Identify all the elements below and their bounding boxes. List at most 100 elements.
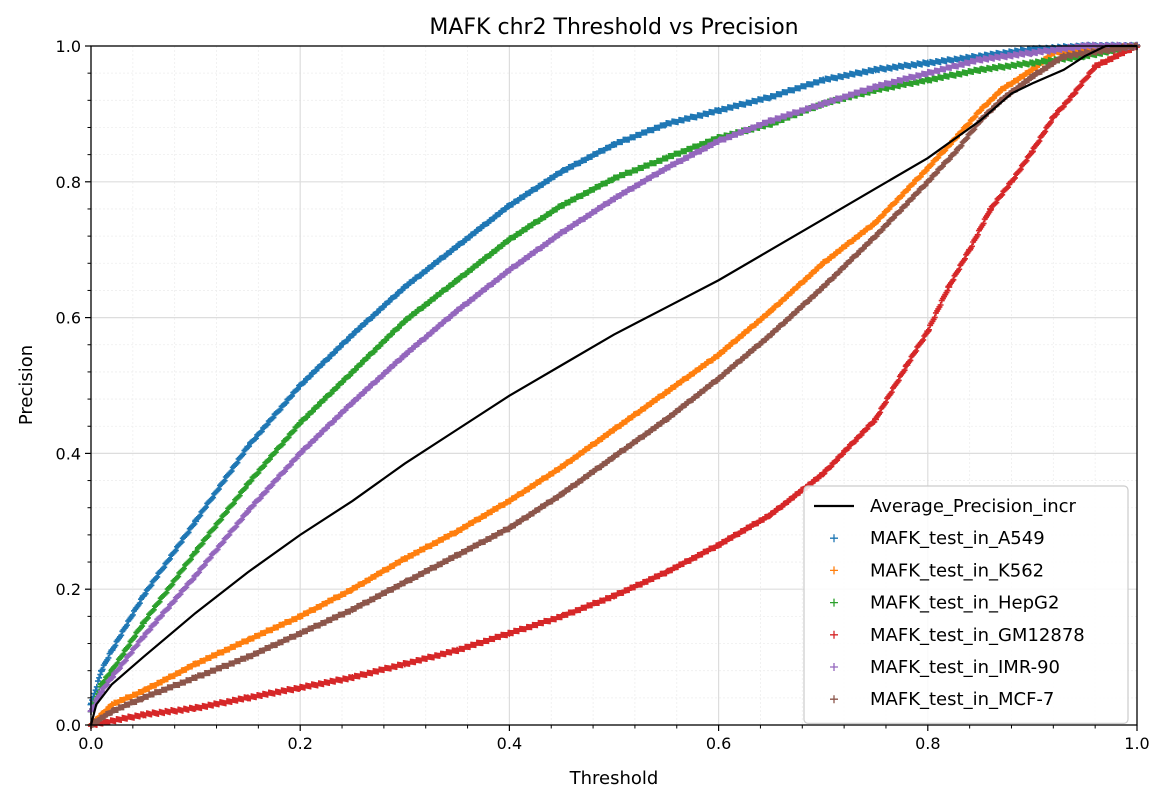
data-point [767, 511, 775, 519]
data-point [139, 694, 147, 702]
legend-marker-swatch [830, 566, 838, 575]
data-point [108, 673, 116, 681]
data-point [903, 361, 911, 369]
legend-label: Average_Precision_incr [870, 496, 1077, 517]
data-point [715, 107, 723, 115]
data-point [610, 140, 618, 148]
data-point [296, 419, 304, 427]
data-point [192, 548, 200, 556]
series-line-Average_Precision_incr [89, 44, 1137, 726]
data-point [976, 56, 984, 64]
data-point [453, 307, 461, 315]
data-point [662, 154, 670, 162]
data-point [296, 449, 304, 457]
data-point [924, 76, 932, 84]
data-point [97, 680, 105, 688]
data-point [767, 93, 775, 101]
data-point [401, 317, 409, 325]
data-point [558, 463, 566, 471]
data-point [558, 168, 566, 176]
data-point [1060, 52, 1068, 60]
data-point [244, 653, 252, 661]
legend-label: MAFK_test_in_K562 [870, 560, 1044, 581]
x-tick-label: 1.0 [1124, 734, 1149, 753]
data-point [108, 701, 116, 709]
data-point [244, 694, 252, 702]
data-point [139, 592, 147, 600]
data-point [715, 351, 723, 359]
data-point [819, 259, 827, 267]
legend-entry: MAFK_test_in_A549 [830, 528, 1045, 549]
legend-marker-swatch [830, 534, 838, 543]
data-point [505, 524, 513, 532]
legend-entry: MAFK_test_in_K562 [830, 560, 1044, 581]
y-tick-label: 0.6 [56, 309, 81, 328]
data-point [401, 283, 409, 291]
y-axis-label: Precision [16, 345, 37, 425]
data-point [872, 66, 879, 74]
data-point [945, 283, 953, 291]
data-point [505, 266, 513, 274]
data-point [1070, 90, 1078, 98]
y-tick-label: 0.0 [56, 716, 81, 735]
data-point [872, 219, 879, 227]
series-MAFK_test_in_IMR-90 [87, 41, 1141, 715]
data-point [997, 86, 1005, 94]
data-point [819, 76, 827, 84]
data-point [192, 572, 200, 580]
data-point [558, 229, 566, 237]
data-point [987, 205, 995, 213]
legend-label: MAFK_test_in_A549 [870, 528, 1045, 549]
data-point [610, 453, 618, 461]
data-point [976, 107, 984, 115]
y-tick-label: 0.2 [56, 580, 81, 599]
data-point [610, 426, 618, 434]
x-tick-label: 0.4 [497, 734, 522, 753]
data-point [139, 711, 147, 719]
data-point [558, 202, 566, 210]
data-point [662, 164, 670, 172]
legend-label: MAFK_test_in_HepG2 [870, 593, 1059, 614]
data-point [872, 83, 879, 91]
data-point [349, 368, 356, 376]
data-point [976, 66, 984, 74]
x-tick-label: 0.8 [915, 734, 940, 753]
data-point [662, 568, 670, 576]
data-point [244, 636, 252, 644]
legend-marker-swatch [830, 630, 838, 639]
data-point [453, 527, 461, 535]
data-point [108, 707, 116, 715]
data-point [349, 585, 356, 593]
data-point [1028, 73, 1036, 81]
data-point [924, 69, 932, 77]
x-tick-label: 0.2 [287, 734, 312, 753]
legend-entry: MAFK_test_in_GM12878 [830, 625, 1085, 646]
data-point [819, 100, 827, 108]
data-point [924, 178, 932, 186]
legend-box [803, 485, 1129, 724]
legend-marker-swatch [830, 695, 838, 704]
data-point [662, 120, 670, 128]
data-point [1028, 49, 1036, 57]
data-point [610, 592, 618, 600]
data-point [296, 382, 304, 389]
data-point [1028, 59, 1036, 67]
series-MAFK_test_in_MCF-7 [87, 42, 1141, 729]
data-point [872, 415, 879, 423]
data-point [453, 646, 461, 654]
y-tick-label: 0.4 [56, 444, 81, 463]
data-point [401, 351, 409, 359]
data-point [192, 673, 200, 681]
data-point [505, 236, 513, 244]
data-point [610, 195, 618, 203]
chart-title: MAFK chr2 Threshold vs Precision [429, 15, 798, 40]
data-point [1007, 178, 1015, 186]
data-point [872, 232, 879, 240]
data-point [819, 283, 827, 291]
data-point [662, 415, 670, 423]
data-point [349, 331, 356, 339]
data-point [558, 612, 566, 620]
data-point [767, 117, 775, 125]
y-tick-label: 1.0 [56, 37, 81, 56]
